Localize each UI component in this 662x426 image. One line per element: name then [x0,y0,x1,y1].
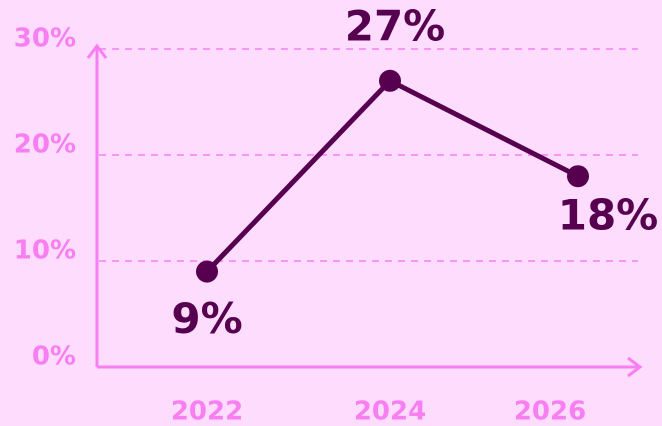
y-tick-label: 0% [32,342,76,372]
point [567,165,589,188]
x-tick-label: 2024 [354,397,426,426]
value-label: 18% [558,191,659,240]
y-axis-arrow [86,43,108,59]
y-tick-label: 10% [14,236,76,266]
x-axis-arrow [627,356,643,378]
point [196,260,218,283]
y-tick-label: 20% [14,130,76,160]
point [379,69,401,92]
x-tick-label: 2026 [514,397,586,426]
y-tick-label: 30% [14,24,76,54]
x-tick-label: 2022 [171,397,243,426]
value-label: 9% [171,294,242,343]
value-label: 27% [345,1,446,50]
